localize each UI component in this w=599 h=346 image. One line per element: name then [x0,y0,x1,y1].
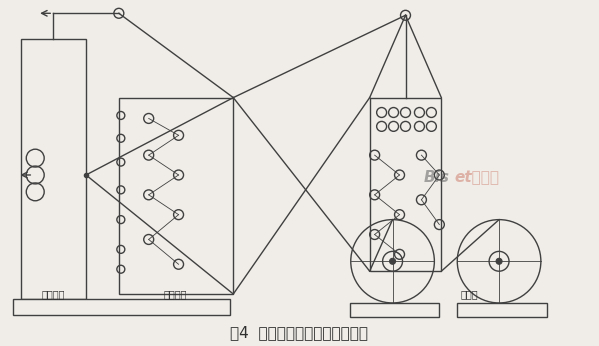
Text: et必胜网: et必胜网 [454,171,500,185]
Text: Bis: Bis [423,171,449,185]
Circle shape [496,258,502,264]
Bar [457,303,547,317]
Bar [13,299,231,315]
Bar [370,98,441,271]
Circle shape [389,258,395,264]
Bar [119,98,233,294]
Text: 印刷机组: 印刷机组 [41,289,65,299]
Bar [350,303,439,317]
Text: 给纸机: 给纸机 [461,289,478,299]
Text: 进纸装置: 进纸装置 [164,289,187,299]
Bar [22,39,86,299]
Text: 图4  带有进纸装置的机器示意图: 图4 带有进纸装置的机器示意图 [230,325,368,340]
